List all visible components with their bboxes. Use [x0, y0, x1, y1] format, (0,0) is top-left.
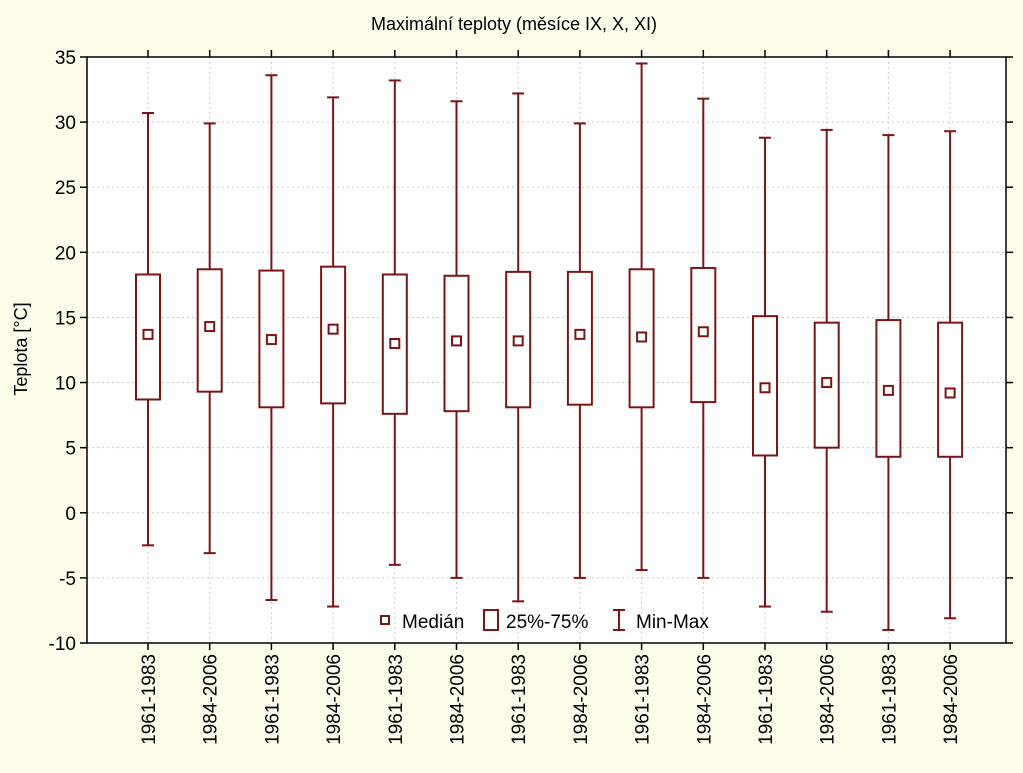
legend-box-label: 25%-75% — [506, 612, 588, 633]
x-tick-label: 1961-1983 — [386, 654, 407, 745]
x-tick-label: 1984-2006 — [324, 654, 345, 745]
y-tick-label: 0 — [65, 504, 76, 525]
plot-frame — [86, 56, 1007, 644]
box-group — [690, 97, 717, 579]
grid-lines — [87, 57, 1006, 643]
box-group — [443, 100, 470, 579]
x-tick-label: 1961-1983 — [756, 654, 777, 745]
y-tick-label: 30 — [55, 113, 76, 134]
box-group — [258, 74, 285, 602]
x-tick-label: 1984-2006 — [448, 654, 469, 745]
y-tick-label: 5 — [65, 439, 76, 460]
box-group — [320, 96, 347, 608]
x-tick-label: 1961-1983 — [139, 654, 160, 745]
y-tick-label: 10 — [55, 374, 76, 395]
legend: Medián 25%-75% Min-Max — [380, 609, 709, 633]
boxes — [135, 62, 964, 631]
median-marker — [327, 323, 339, 335]
x-tick-label: 1961-1983 — [879, 654, 900, 745]
median-marker — [944, 387, 956, 399]
median-marker — [697, 326, 709, 338]
box-group — [505, 92, 532, 603]
median-marker — [636, 331, 648, 343]
axis-ticks: -10 -5 0 5 10 15 20 25 30 35 1961-1983 1984-2006 196… — [49, 48, 1013, 745]
x-tick-label: 1961-1983 — [262, 654, 283, 745]
legend-whisker-marker — [613, 609, 625, 631]
x-tick-label: 1961-1983 — [633, 654, 654, 745]
box-group — [381, 79, 408, 566]
iqr-box — [566, 270, 593, 406]
box-group — [937, 130, 964, 620]
legend-whisker-label: Min-Max — [636, 612, 709, 633]
legend-box-marker — [483, 609, 499, 631]
box-group — [135, 111, 161, 547]
box-group — [752, 136, 778, 608]
y-tick-label: -10 — [49, 634, 76, 655]
median-marker — [451, 335, 462, 347]
box-group — [196, 122, 223, 555]
x-tick-label: 1984-2006 — [571, 654, 592, 745]
median-marker — [142, 328, 154, 340]
median-marker — [821, 377, 833, 389]
y-tick-label: -5 — [59, 569, 76, 590]
x-tick-label: 1984-2006 — [941, 654, 962, 745]
legend-median-marker — [380, 615, 390, 625]
plot-area — [87, 57, 1006, 643]
chart-title: Maximální teploty (měsíce IX, X, XI) — [371, 14, 657, 34]
median-marker — [574, 328, 586, 340]
box-group — [566, 122, 593, 579]
median-marker — [389, 337, 401, 349]
legend-median-label: Medián — [402, 612, 464, 633]
iqr-box — [320, 265, 347, 405]
median-marker — [204, 321, 216, 333]
x-tick-label: 1984-2006 — [818, 654, 839, 745]
box-group — [628, 62, 655, 572]
y-tick-label: 20 — [55, 243, 76, 264]
y-axis-label: Teplota [°C] — [11, 302, 31, 395]
y-tick-label: 15 — [55, 308, 76, 329]
y-tick-label: 25 — [55, 178, 76, 199]
median-marker — [882, 384, 894, 396]
y-tick-label: 35 — [55, 48, 76, 69]
x-tick-label: 1984-2006 — [694, 654, 715, 745]
box-group — [813, 128, 840, 613]
median-marker — [759, 382, 771, 394]
x-tick-label: 1961-1983 — [509, 654, 530, 745]
box-group — [875, 134, 902, 631]
median-marker — [512, 335, 524, 347]
x-tick-label: 1984-2006 — [201, 654, 222, 745]
median-marker — [265, 334, 277, 346]
